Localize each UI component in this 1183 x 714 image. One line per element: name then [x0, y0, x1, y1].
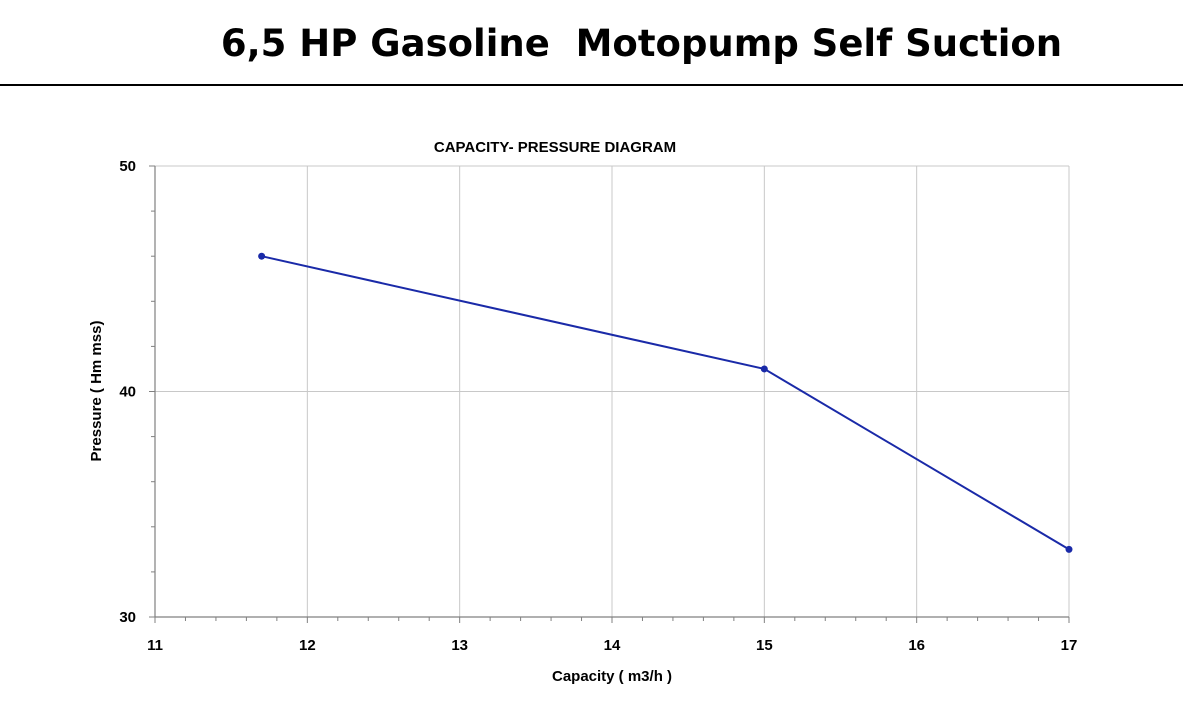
x-tick-label: 13	[451, 637, 468, 654]
data-series	[258, 252, 1073, 553]
x-tick-label: 17	[1061, 637, 1078, 654]
chart-title: CAPACITY- PRESSURE DIAGRAM	[434, 139, 676, 156]
page-title: 6,5 HP Gasoline Motopump Self Suction	[220, 22, 1063, 65]
y-tick-label: 30	[119, 609, 136, 626]
data-point	[1065, 545, 1073, 553]
data-point	[760, 365, 768, 373]
data-point	[258, 252, 266, 260]
x-tick-label: 12	[299, 637, 316, 654]
title-divider	[0, 84, 1183, 86]
x-tick-label: 16	[908, 637, 925, 654]
y-tick-label: 40	[119, 384, 136, 401]
grid-lines	[155, 165, 1070, 617]
axes	[149, 165, 1070, 623]
y-tick-label: 50	[119, 158, 136, 175]
y-axis-label: Pressure ( Hm mss)	[88, 321, 105, 462]
x-tick-label: 14	[604, 637, 621, 654]
x-tick-label: 15	[756, 637, 773, 654]
x-axis-label: Capacity ( m3/h )	[552, 668, 672, 685]
tick-labels: 11 12 13 14 15 16 17 30 40 50	[119, 158, 1077, 654]
x-tick-label: 11	[147, 637, 163, 654]
series-line	[261, 255, 1070, 551]
